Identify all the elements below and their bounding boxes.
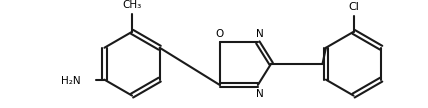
Text: O: O [216,29,224,39]
Text: N: N [256,29,264,39]
Text: H₂N: H₂N [61,76,80,86]
Text: Cl: Cl [348,2,359,12]
Text: N: N [256,89,264,98]
Text: CH₃: CH₃ [122,0,142,10]
